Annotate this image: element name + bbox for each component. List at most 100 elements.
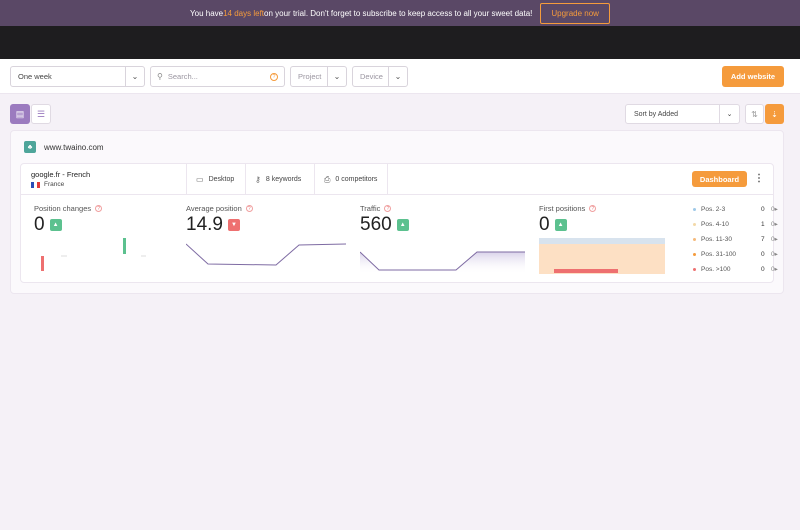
traffic-area (360, 252, 525, 274)
trend-up-icon: ▲ (554, 219, 567, 231)
legend-item: Pos. 31-100 0 0▸ (693, 248, 783, 260)
key-icon: ⚷ (255, 175, 261, 184)
country-name: France (44, 181, 65, 188)
metric-value: 14.9 (186, 214, 223, 235)
competitors-cell[interactable]: ⎙ 0 competitors (314, 164, 388, 195)
legend-delta: 0▸ (771, 266, 778, 273)
search-engine-card: google.fr - French France ▭ Desktop ⚷ 8 … (20, 163, 778, 283)
website-domain[interactable]: www.twaino.com (44, 142, 104, 152)
legend-delta: 0▸ (771, 251, 778, 258)
france-flag-icon (31, 181, 40, 188)
legend-item: Pos. 4-10 1 0▸ (693, 218, 783, 230)
sort-value: Sort by Added (634, 110, 678, 118)
legend-label: Pos. >100 (701, 265, 731, 273)
legend-label: Pos. 4-10 (701, 220, 729, 228)
website-header: ♣ www.twaino.com (24, 141, 104, 153)
chevron-down-icon: ⌄ (125, 67, 144, 86)
metric-traffic: Traffic? 560 ▲ (360, 204, 409, 236)
legend-dot (693, 207, 696, 211)
legend-delta: 0▸ (771, 236, 778, 243)
banner-text-before: You have (190, 8, 224, 18)
legend-item: Pos. 2-3 0 0▸ (693, 203, 783, 215)
legend-label: Pos. 11-30 (701, 235, 732, 243)
legend-item: Pos. >100 0 0▸ (693, 263, 783, 275)
period-select[interactable]: One week ⌄ (10, 66, 145, 87)
legend-delta: 0▸ (771, 221, 778, 228)
average-position-chart (186, 243, 347, 266)
list-icon: ☰ (36, 108, 46, 119)
metric-title: First positions (539, 204, 586, 213)
project-placeholder: Project (298, 72, 322, 81)
traffic-line (360, 251, 525, 271)
info-icon[interactable]: ? (589, 205, 597, 212)
competitors-icon: ⎙ (324, 174, 331, 184)
search-input[interactable]: ⚲ Search... ? (150, 66, 285, 87)
trend-up-icon: ▲ (49, 219, 62, 231)
metric-title: Traffic (360, 204, 381, 213)
metric-value: 0 (34, 214, 45, 235)
website-favicon-icon: ♣ (24, 141, 36, 153)
position-changes-chart (41, 238, 146, 271)
average-position-line (186, 243, 347, 266)
banner-text-after: on your trial. Don't forget to subscribe… (264, 8, 533, 18)
bar-positive (123, 238, 126, 254)
keywords-label: 8 keywords (265, 176, 302, 183)
trend-down-icon: ▼ (227, 219, 240, 231)
legend-item: Pos. 11-30 7 0▸ (693, 233, 783, 245)
sort-desc-icon: ⇣ (771, 109, 778, 119)
legend-count: 0 (761, 265, 765, 273)
period-value: One week (18, 72, 52, 81)
trend-up-icon: ▲ (396, 219, 409, 231)
info-icon[interactable]: ? (95, 205, 103, 212)
bar-negative (41, 256, 44, 271)
sort-descending-button[interactable]: ⇣ (765, 104, 784, 124)
card-view-toggle[interactable]: ▤ (10, 104, 30, 124)
legend-count: 1 (761, 220, 765, 228)
legend-delta: 0▸ (771, 206, 778, 213)
more-options-icon[interactable]: ⋮ (754, 173, 764, 184)
chevron-down-icon: ⌄ (719, 105, 739, 123)
add-website-button[interactable]: Add website (722, 66, 784, 87)
first-positions-chart (539, 238, 665, 274)
device-placeholder: Device (360, 72, 383, 81)
search-icon: ⚲ (157, 72, 163, 81)
sort-select[interactable]: Sort by Added ⌄ (625, 104, 740, 124)
sort-ascending-button[interactable]: ⇅ (745, 104, 764, 124)
traffic-chart (360, 251, 525, 274)
chevron-down-icon: ⌄ (327, 67, 346, 86)
chevron-down-icon: ⌄ (388, 67, 407, 86)
device-label: Desktop (208, 176, 235, 183)
area-pos-4-10 (539, 238, 665, 244)
country: France (31, 181, 64, 188)
engine-name: google.fr - French (31, 170, 91, 179)
legend-count: 0 (761, 205, 765, 213)
project-select[interactable]: Project ⌄ (290, 66, 347, 87)
legend-label: Pos. 31-100 (701, 250, 737, 258)
metric-first-positions: First positions? 0 ▲ (539, 204, 597, 236)
metric-position-changes: Position changes? 0 ▲ (34, 204, 103, 236)
legend-dot (693, 237, 696, 241)
legend-dot (693, 267, 696, 271)
device-select[interactable]: Device ⌄ (352, 66, 408, 87)
search-placeholder: Search... (167, 72, 198, 81)
list-view-toggle[interactable]: ☰ (31, 104, 51, 124)
info-icon[interactable]: ? (384, 205, 392, 212)
keywords-cell[interactable]: ⚷ 8 keywords (245, 164, 314, 195)
metric-value: 0 (539, 214, 550, 235)
filter-bar: One week ⌄ ⚲ Search... ? Project ⌄ Devic… (0, 59, 800, 94)
device-cell: ▭ Desktop (186, 164, 245, 195)
grid-icon: ▤ (15, 108, 25, 119)
metric-title: Position changes (34, 204, 92, 213)
upgrade-now-button[interactable]: Upgrade now (540, 2, 610, 24)
dashboard-button[interactable]: Dashboard (692, 171, 747, 187)
banner-days-left: 14 days left (223, 8, 265, 18)
area-pos-greater-100 (554, 269, 618, 273)
card-header: google.fr - French France ▭ Desktop ⚷ 8 … (21, 164, 773, 195)
trial-banner: You have 14 days left on your trial. Don… (0, 0, 800, 26)
help-icon[interactable]: ? (270, 72, 278, 81)
legend-count: 7 (761, 235, 765, 243)
metric-average-position: Average position? 14.9 ▼ (186, 204, 253, 236)
top-nav-bar (0, 26, 800, 59)
legend-label: Pos. 2-3 (701, 205, 726, 213)
info-icon[interactable]: ? (245, 205, 253, 212)
